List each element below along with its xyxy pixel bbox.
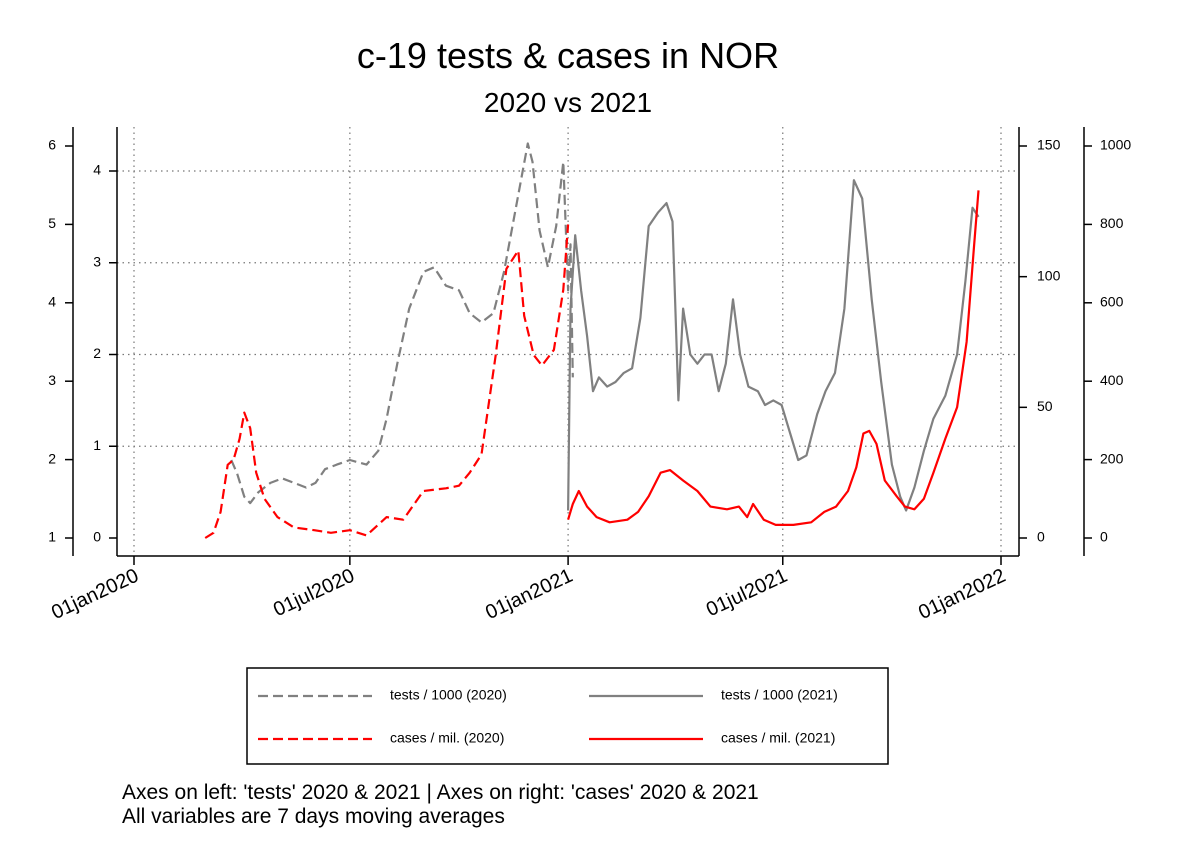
legend: tests / 1000 (2020) tests / 1000 (2021) ca…: [246, 667, 889, 765]
legend-label: tests / 1000 (2021): [721, 687, 838, 703]
tick-label-x: 01jul2020: [270, 565, 358, 622]
tick-label-left-outer: 1: [48, 529, 56, 545]
series-line-3: [567, 179, 980, 512]
tick-label-x: 01jul2021: [703, 565, 791, 622]
tick-label-left-inner: 4: [93, 162, 101, 178]
footnote-moving-average: All variables are 7 days moving averages: [122, 805, 505, 828]
tick-label-right-outer: 600: [1100, 294, 1124, 310]
legend-label: tests / 1000 (2020): [390, 687, 507, 703]
tick-label-left-inner: 0: [93, 529, 101, 545]
series-line-4: [567, 190, 980, 526]
tick-label-right-inner: 50: [1037, 398, 1053, 414]
tick-label-x: 01jan2022: [915, 565, 1009, 624]
chart-subtitle: 2020 vs 2021: [484, 87, 652, 118]
tick-label-left-inner: 3: [93, 253, 101, 269]
tick-label-right-outer: 1000: [1100, 137, 1131, 153]
legend-frame: [246, 667, 889, 765]
tick-label-left-inner: 2: [93, 345, 101, 361]
tick-label-right-outer: 400: [1100, 372, 1124, 388]
tick-label-x: 01jan2021: [482, 565, 576, 624]
tick-label-left-outer: 4: [48, 294, 56, 310]
tick-label-right-inner: 150: [1037, 137, 1061, 153]
tick-label-left-outer: 6: [48, 137, 56, 153]
tick-label-left-inner: 1: [93, 437, 101, 453]
series-line-2: [204, 224, 570, 539]
tick-label-left-outer: 3: [48, 372, 56, 388]
legend-label: cases / mil. (2020): [390, 730, 504, 746]
tick-label-left-outer: 5: [48, 215, 56, 231]
tick-label-right-outer: 200: [1100, 450, 1124, 466]
tick-label-left-outer: 2: [48, 450, 56, 466]
tick-label-right-inner: 0: [1037, 529, 1045, 545]
series-line-1: [230, 142, 574, 505]
chart-title: c-19 tests & cases in NOR: [357, 35, 779, 76]
axes: 1 2 3 4 5 6 0 1 2 3 4 0 50 100 150 0 200 400 600 800 1000 01j…: [48, 127, 1131, 624]
series-lines: [204, 142, 980, 539]
tick-label-right-outer: 800: [1100, 215, 1124, 231]
legend-label: cases / mil. (2021): [721, 730, 835, 746]
tick-label-x: 01jan2020: [48, 565, 142, 624]
tick-label-right-inner: 100: [1037, 267, 1061, 283]
tick-label-right-outer: 0: [1100, 529, 1108, 545]
footnote-axes: Axes on left: 'tests' 2020 & 2021 | Axes…: [122, 781, 759, 804]
